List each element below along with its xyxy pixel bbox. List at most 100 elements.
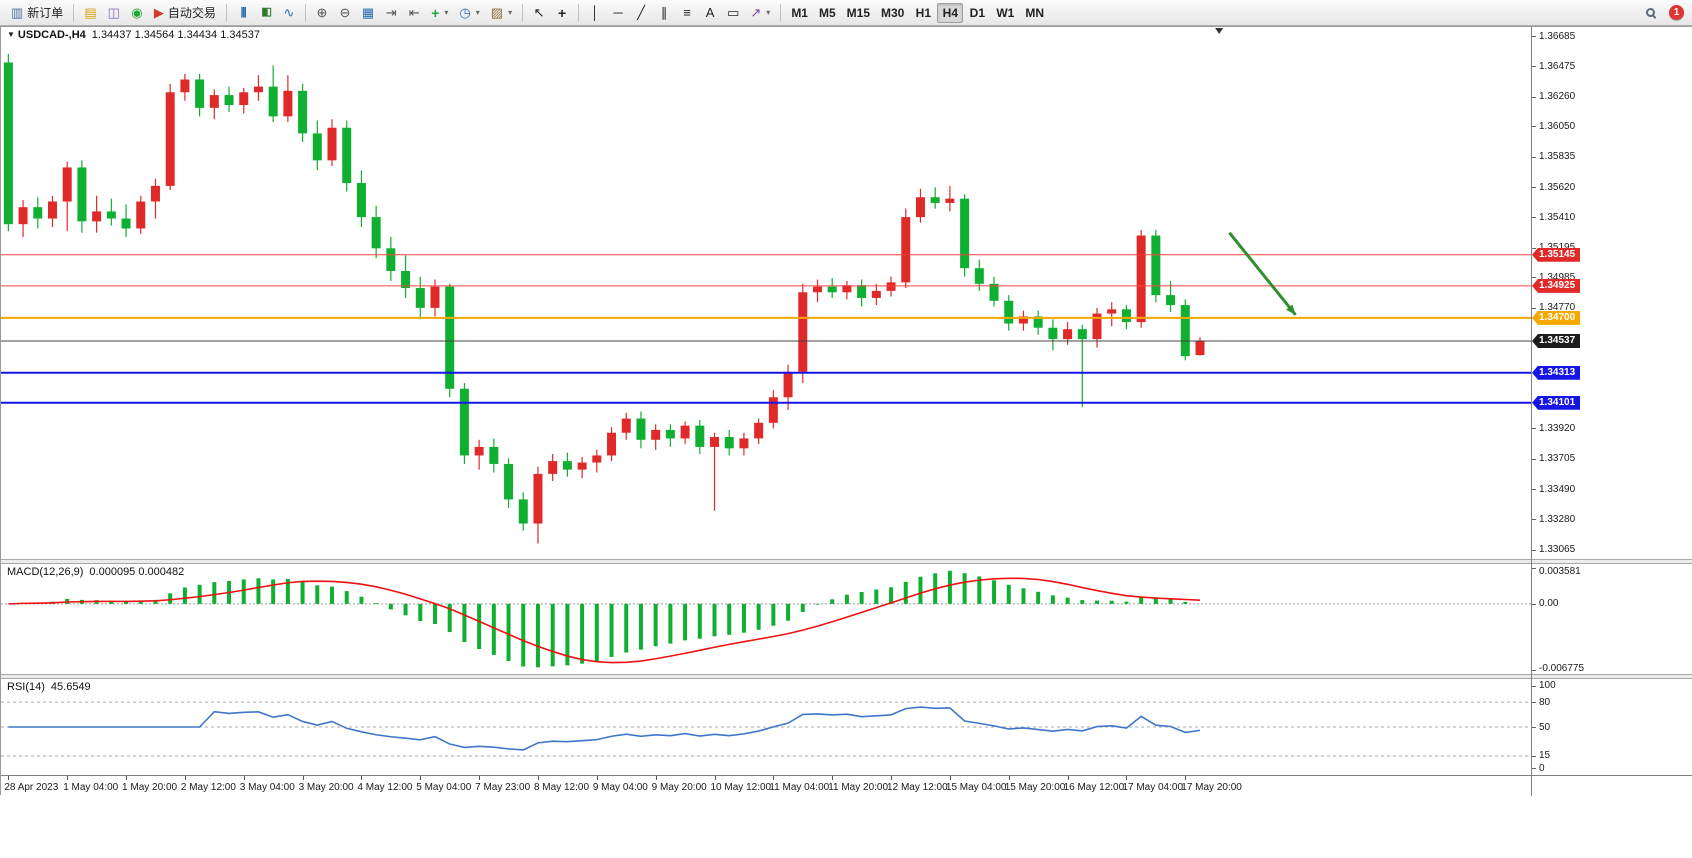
axis-tick (1531, 458, 1536, 460)
zoom-out-icon: ⊖ (339, 5, 351, 20)
panel-separator-macd[interactable] (1, 559, 1692, 564)
price-axis-label: 1.36050 (1539, 120, 1576, 132)
macd-histogram (21, 570, 1202, 668)
zoom-out-button[interactable]: ⊖ (334, 3, 356, 23)
new-order-icon: ▥ (11, 5, 24, 20)
price-axis-label: 1.35620 (1539, 181, 1576, 193)
macd-axis-label: 0.00 (1539, 598, 1559, 610)
indicators-button[interactable]: + ▾ (426, 3, 453, 23)
channel-button[interactable]: ∥ (653, 3, 675, 23)
price-level-badge: 1.34313 (1532, 365, 1580, 380)
rsi-line (8, 706, 1201, 751)
main-price-chart[interactable]: ▼ USDCAD-,H4 1.34437 1.34564 1.34434 1.345… (1, 27, 1531, 559)
zoom-in-button[interactable]: ⊕ (311, 3, 333, 23)
toolbar-separator (522, 3, 524, 22)
timeframe-m30-button-label: M30 (881, 5, 905, 20)
price-axis-label: 1.33705 (1539, 453, 1576, 465)
label-button[interactable]: ▭ (722, 3, 744, 23)
price-axis-label: 1.33920 (1539, 422, 1576, 434)
trendline-button[interactable]: ╱ (630, 3, 652, 23)
timeframe-m30-button[interactable]: M30 (876, 3, 909, 23)
rsi-panel[interactable]: RSI(14) 45.6549 (1, 679, 1531, 775)
timeframe-m1-button[interactable]: M1 (786, 3, 813, 23)
auto-scroll-icon: ⇥ (385, 5, 397, 20)
price-axis-label: 1.33280 (1539, 513, 1576, 525)
main-chart-svg (1, 28, 1531, 544)
time-axis-label: 9 May 04:00 (592, 782, 648, 793)
timeframe-h1-button[interactable]: H1 (910, 3, 936, 23)
arrows-button-dropdown-icon[interactable]: ▾ (766, 8, 771, 17)
crosshair-button[interactable]: + (551, 3, 573, 23)
time-tick (1067, 776, 1069, 780)
axis-tick (1531, 307, 1536, 309)
text-button[interactable]: A (699, 3, 721, 23)
axis-tick (1531, 670, 1536, 671)
price-level-badge: 1.34101 (1532, 395, 1580, 410)
toolbar-separator (578, 3, 580, 22)
panel-separator-rsi[interactable] (1, 674, 1692, 679)
time-tick (655, 776, 657, 780)
bars-chart-button[interactable]: ||| (232, 3, 254, 23)
time-axis: 28 Apr 2023 1 May 04:00 1 May 20:00 2 May 1… (1, 775, 1692, 796)
axis-tick (1531, 36, 1536, 38)
vertical-line-button[interactable]: │ (584, 3, 606, 23)
rsi-axis: 100 80 50 15 0 (1531, 679, 1692, 775)
chart-end-marker[interactable] (1215, 28, 1224, 34)
price-axis-label: 1.36475 (1539, 60, 1576, 72)
indicators-button-dropdown-icon[interactable]: ▾ (444, 8, 449, 17)
horizontal-level-lines[interactable] (1, 254, 1531, 404)
new-order-button[interactable]: ▥ 新订单 (6, 3, 68, 23)
arrows-button[interactable]: ↗ ▾ (745, 3, 775, 23)
history-center-button[interactable]: ◉ (126, 3, 148, 23)
timeframe-d1-button[interactable]: D1 (964, 3, 990, 23)
time-axis-label: 16 May 12:00 (1063, 782, 1125, 793)
candles-chart-button[interactable]: ▮▯ (255, 3, 277, 23)
timeframe-h4-button[interactable]: H4 (937, 2, 964, 23)
timeframe-m5-button[interactable]: M5 (814, 3, 841, 23)
macd-panel[interactable]: MACD(12,26,9) 0.000095 0.000482 (1, 564, 1531, 674)
templates-button[interactable]: ▨ ▾ (486, 3, 517, 23)
notification-badge[interactable]: 1 (1669, 5, 1684, 20)
timeframe-h4-button-label: H4 (942, 5, 959, 20)
time-tick (949, 776, 951, 780)
time-tick (1008, 776, 1010, 780)
chart-shift-button[interactable]: ⇤ (403, 3, 425, 23)
timeframe-w1-button[interactable]: W1 (991, 3, 1019, 23)
chart-profile-button[interactable]: ▤ (79, 3, 101, 23)
tile-windows-button[interactable]: ▦ (357, 3, 379, 23)
line-chart-button[interactable]: ∿ (278, 3, 300, 23)
time-axis-label: 3 May 04:00 (239, 782, 295, 793)
chart-menu-icon[interactable]: ▼ (7, 30, 15, 39)
time-tick (479, 776, 481, 780)
new-order-button-label: 新订单 (27, 6, 64, 20)
periods-button[interactable]: ◷ ▾ (454, 3, 484, 23)
horizontal-line-button[interactable]: ─ (607, 3, 629, 23)
annotation-arrow[interactable] (1228, 231, 1297, 316)
rsi-axis-label: 50 (1539, 721, 1551, 733)
time-tick (67, 776, 69, 780)
auto-trading-button[interactable]: ▶ 自动交易 (149, 3, 221, 23)
axis-tick (1531, 187, 1536, 189)
macd-signal-line (8, 577, 1201, 664)
time-tick (891, 776, 893, 780)
periods-button-dropdown-icon[interactable]: ▾ (475, 8, 480, 17)
price-axis: 1.36685 1.36475 1.36260 1.36050 1.35835 1.356… (1531, 27, 1692, 559)
zoom-in-icon: ⊕ (316, 5, 328, 20)
axis-tick (1531, 727, 1536, 728)
metaeditor-button[interactable]: ◫ (103, 3, 125, 23)
timeframe-m15-button[interactable]: M15 (842, 3, 875, 23)
templates-button-dropdown-icon[interactable]: ▾ (508, 8, 513, 17)
axis-tick (1531, 755, 1536, 757)
timeframe-d1-button-label: D1 (969, 5, 986, 20)
arrow-tools-icon: ↗ (750, 5, 762, 20)
macd-axis: 0.003581 0.00 -0.006775 (1531, 564, 1692, 674)
candlestick-chart-icon: ▮▯ (261, 6, 272, 18)
auto-scroll-button[interactable]: ⇥ (380, 3, 402, 23)
rsi-label: RSI(14) 45.6549 (7, 681, 91, 693)
chart-shift-icon: ⇤ (408, 5, 420, 20)
time-tick (184, 776, 186, 780)
cursor-button[interactable]: ↖ (528, 3, 550, 23)
timeframe-mn-button[interactable]: MN (1020, 3, 1049, 23)
fibonacci-button[interactable]: ≡ (676, 3, 698, 23)
search-button[interactable] (1639, 3, 1661, 23)
